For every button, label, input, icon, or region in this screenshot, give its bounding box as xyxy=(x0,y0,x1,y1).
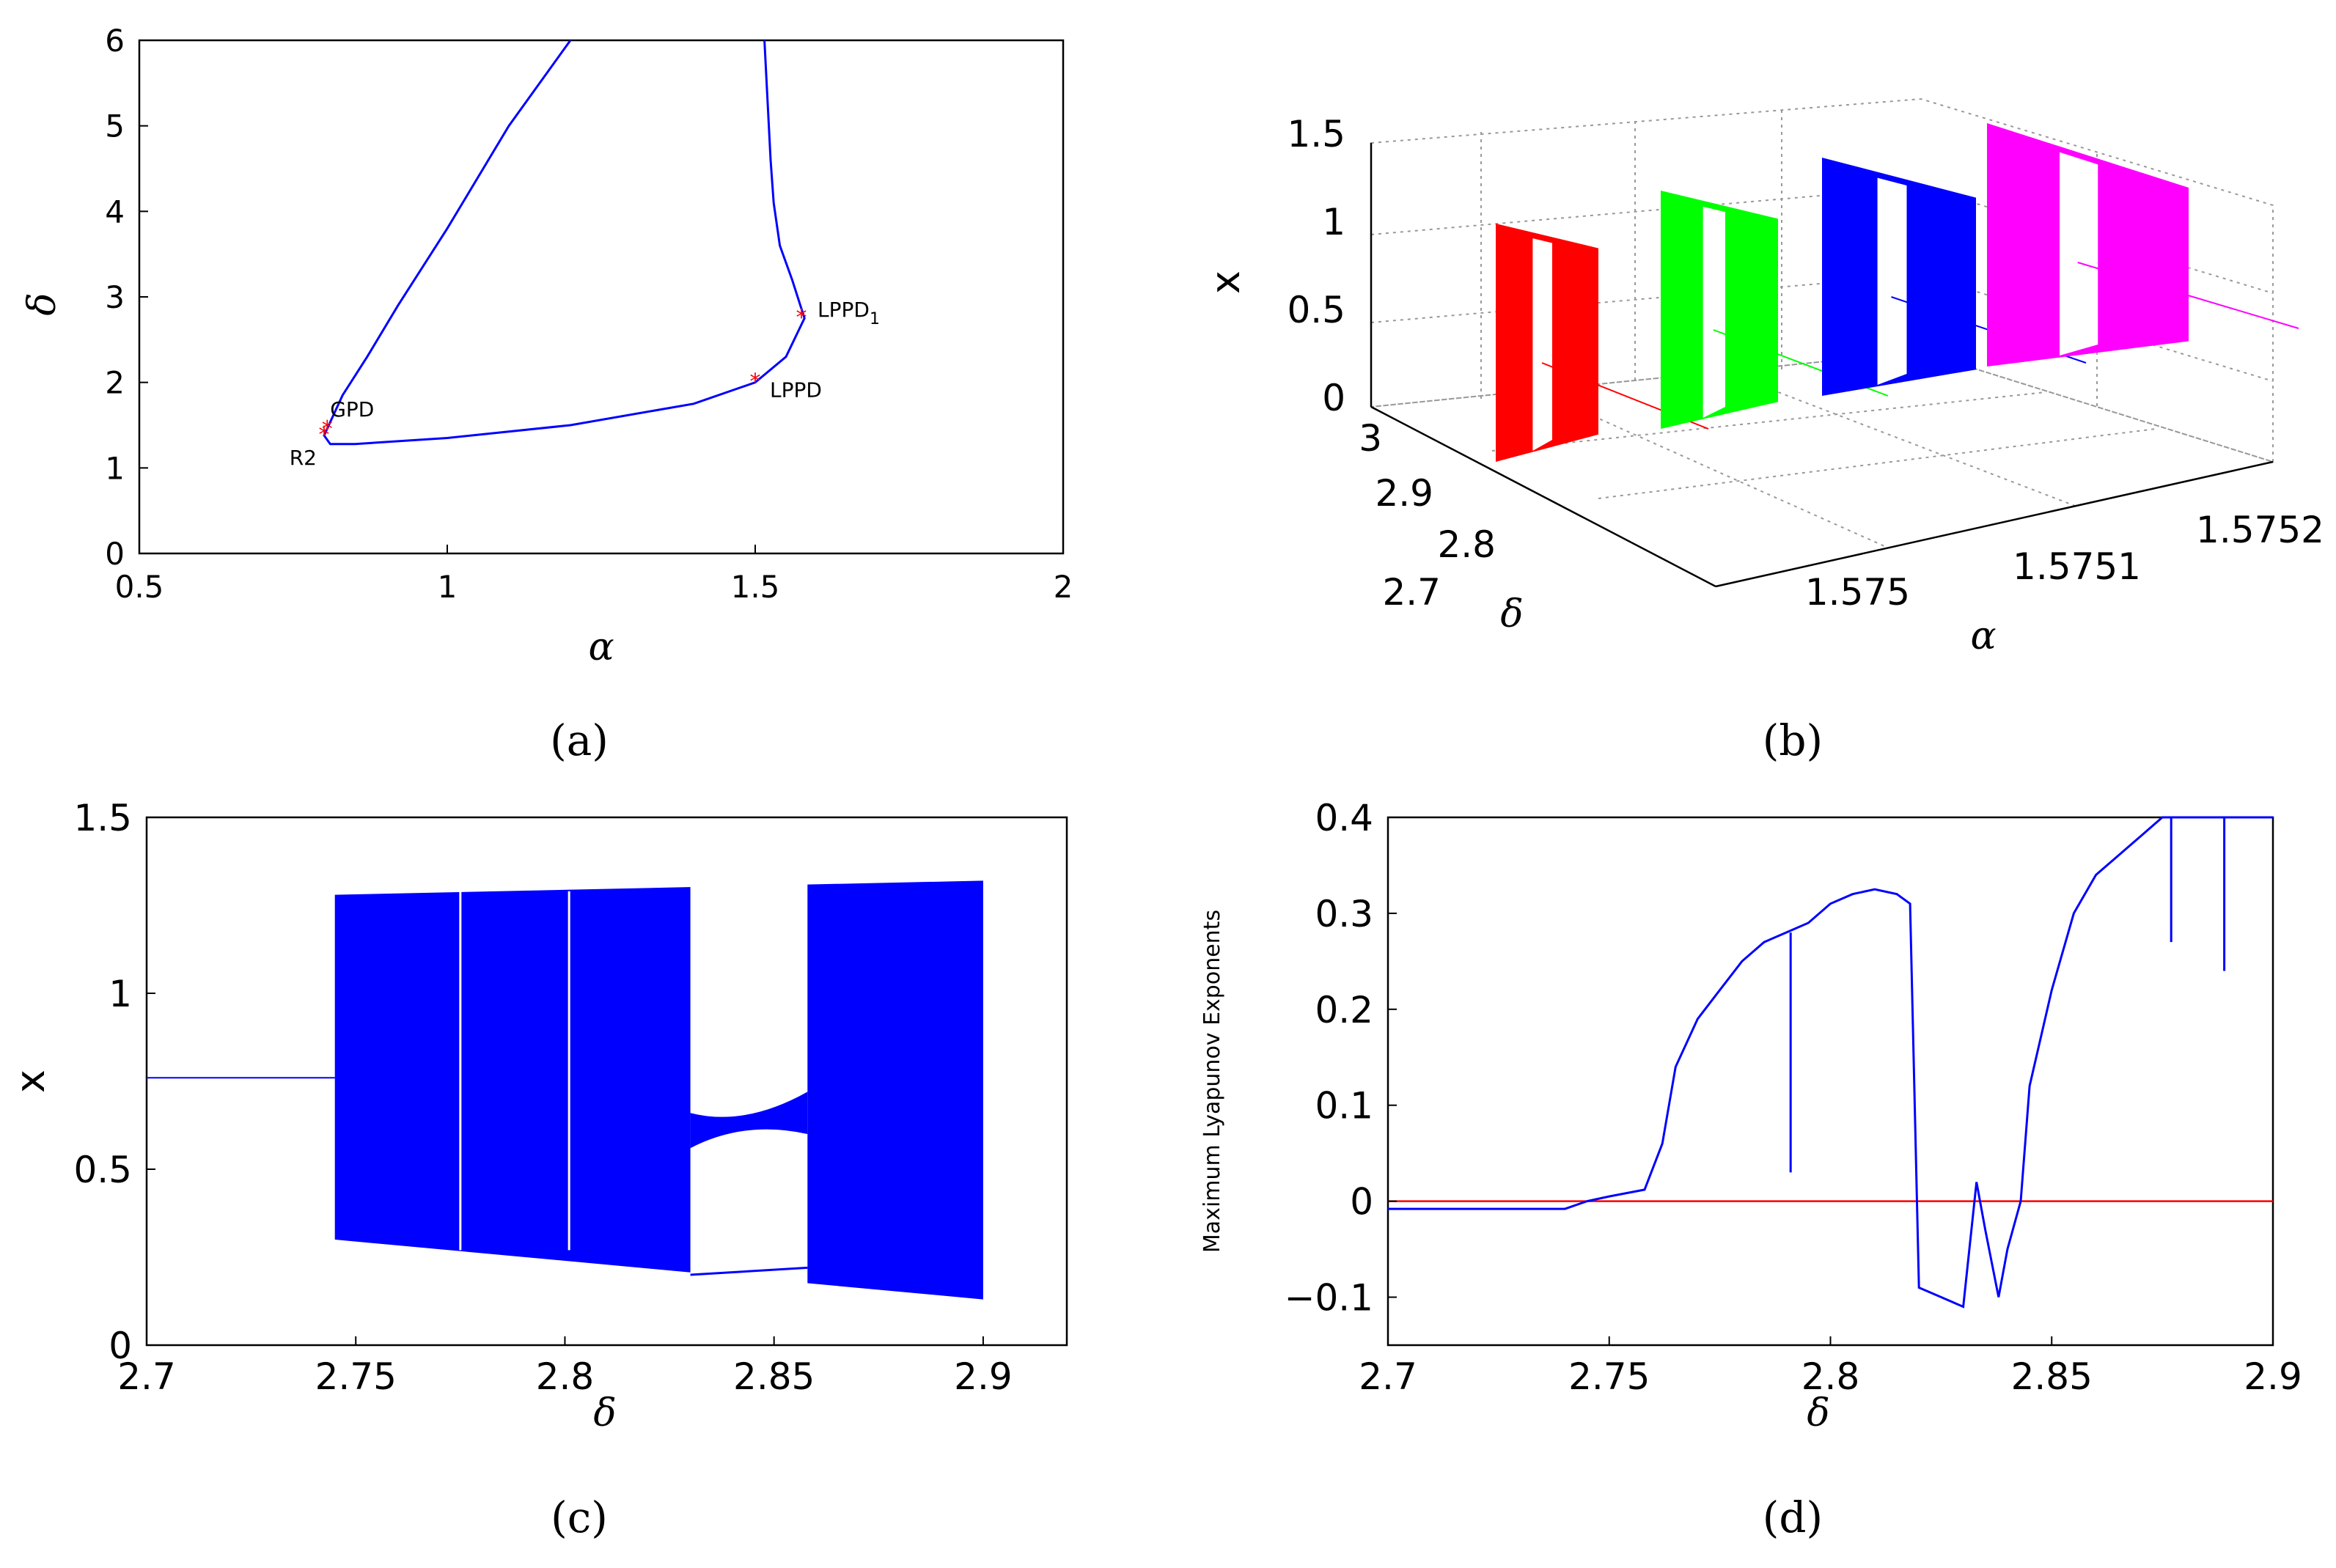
panel-c-ylabel: x xyxy=(7,1070,54,1093)
panel-a-curve xyxy=(323,40,806,446)
panel-b-ytick-label: 2.8 xyxy=(1437,523,1496,566)
panel-c-caption: (c) xyxy=(551,1492,608,1542)
panel-c-xtick-label: 2.7 xyxy=(117,1355,176,1398)
panel-a-point-marker: * xyxy=(319,422,330,448)
panel-a-point-marker: * xyxy=(796,305,807,331)
panel-d-mle-curve xyxy=(1388,816,2273,1308)
panel-d: 2.7 2.75 2.8 2.85 2.9 −0.1 0 0.1 0.2 0.3 0.4 Maxim… xyxy=(1200,797,2302,1542)
panel-d-ytick-label: 0.4 xyxy=(1315,797,1373,839)
panel-b-slice-4-tail xyxy=(2077,262,2299,329)
panel-c-plot xyxy=(147,880,983,1300)
panel-c-xtick-label: 2.85 xyxy=(733,1355,815,1398)
panel-b-ztick-label: 1 xyxy=(1322,201,1345,243)
panel-d-ytick-label: 0.3 xyxy=(1315,893,1373,935)
panel-c-ytick-label: 1 xyxy=(109,973,132,1015)
panel-d-caption: (d) xyxy=(1763,1492,1823,1542)
panel-d-ytick-label: 0 xyxy=(1350,1181,1373,1223)
panel-a-ytick-label: 3 xyxy=(105,279,125,315)
panel-a-ylabel: δ xyxy=(21,292,65,315)
panel-b-xtick-label: 1.5752 xyxy=(2196,509,2324,551)
panel-b-axis-alpha xyxy=(1715,460,2274,588)
panel-a-point-label: LPPD1 xyxy=(818,298,880,328)
panel-c-period-branch-lower xyxy=(690,1266,808,1276)
panel-a-xtick-label: 1 xyxy=(438,569,458,605)
panel-a-point-label: LPPD xyxy=(770,378,822,402)
panel-d-frame xyxy=(1386,816,2274,1347)
panel-b-xtick-label: 1.575 xyxy=(1805,571,1910,614)
panel-d-ticks: 2.7 2.75 2.8 2.85 2.9 −0.1 0 0.1 0.2 0.3 0.4 xyxy=(1285,797,2302,1398)
panel-b-ztick-label: 0 xyxy=(1322,377,1345,419)
panel-a-ytick-label: 5 xyxy=(105,108,125,144)
panel-c-xtick-label: 2.8 xyxy=(536,1355,595,1398)
panel-b-ticks: 0 0.5 1 1.5 2.7 2.82.9 3 1.575 1.5751 1.5752 xyxy=(1287,113,2324,614)
panel-b-zlabel: δ xyxy=(1500,592,1523,636)
panel-c-ytick-label: 0.5 xyxy=(73,1149,132,1191)
panel-b-slice-3-window xyxy=(1877,177,1907,385)
panel-b-xtick-label: 1.5751 xyxy=(2013,545,2141,588)
panel-b-ztick-label: 0.5 xyxy=(1287,289,1345,331)
panel-a-point-label: R2 xyxy=(290,446,317,470)
panel-c-xlabel: δ xyxy=(593,1391,616,1435)
panel-b-slices xyxy=(1496,123,2299,462)
panel-b-axis-delta xyxy=(1370,405,1716,588)
panel-d-xlabel: δ xyxy=(1807,1391,1829,1435)
panel-a-xlabel: α xyxy=(588,625,614,669)
panel-b-ytick-label: 2.7 xyxy=(1382,571,1441,614)
panel-a-ytick-label: 1 xyxy=(105,450,125,486)
panel-a-caption: (a) xyxy=(550,715,609,765)
panel-c-xtick-label: 2.75 xyxy=(315,1355,397,1398)
panel-b-slice-4-window xyxy=(2060,152,2098,356)
panel-c-ytick-label: 0 xyxy=(109,1325,132,1367)
panel-c-periodic-window xyxy=(690,883,808,1285)
panel-b-floor-1 xyxy=(1491,391,2046,452)
panel-c-xtick-label: 2.9 xyxy=(954,1355,1013,1398)
panel-d-ytick-label: 0.2 xyxy=(1315,989,1373,1031)
panel-a-ticks: 0.5 1 1.5 2 0 1 2 3 4 5 6 xyxy=(105,23,1073,605)
panel-c-period-branch-upper xyxy=(690,1092,808,1149)
panel-d-xtick-label: 2.9 xyxy=(2244,1355,2302,1398)
panel-b-ytick-label: 2.9 xyxy=(1375,472,1433,515)
panel-c-ticks: 2.7 2.75 2.8 2.85 2.9 0 0.5 1 1.5 xyxy=(73,797,1012,1398)
panel-b-caption: (b) xyxy=(1763,715,1823,765)
panel-d-ylabel: Maximum Lyapunov Exponents xyxy=(1200,910,1225,1253)
panel-a-point-marker: * xyxy=(322,416,333,442)
panel-a-ytick-label: 0 xyxy=(105,536,125,572)
panel-a-xtick-label: 1.5 xyxy=(731,569,780,605)
panel-d-ytick-label: 0.1 xyxy=(1315,1085,1373,1127)
panel-a-point-marker: * xyxy=(750,369,761,395)
panel-d-xtick-label: 2.85 xyxy=(2011,1355,2093,1398)
panel-d-plot xyxy=(1388,816,2273,1308)
panel-c-frame xyxy=(145,816,1068,1347)
panel-d-ytick-label: −0.1 xyxy=(1285,1277,1373,1319)
panel-b-floor-2 xyxy=(1598,428,2156,499)
panel-b-slice-2-window xyxy=(1703,206,1725,418)
panel-c: 2.7 2.75 2.8 2.85 2.9 0 0.5 1 1.5 x δ (c) xyxy=(7,797,1068,1542)
panel-c-ytick-label: 1.5 xyxy=(73,797,132,839)
panel-c-chaotic-band xyxy=(334,880,983,1300)
panel-a-xtick-label: 2 xyxy=(1054,569,1073,605)
panel-d-xtick-label: 2.8 xyxy=(1801,1355,1860,1398)
panel-b-slice-1-window xyxy=(1532,238,1552,451)
panel-a-frame xyxy=(138,39,1065,555)
panel-a-xtick-label: 0.5 xyxy=(115,569,164,605)
panel-a-ytick-label: 6 xyxy=(105,23,125,59)
panel-b-ylabel: x xyxy=(1202,270,1249,294)
panel-a-ytick-label: 4 xyxy=(105,194,125,229)
panel-a-ytick-label: 2 xyxy=(105,365,125,401)
panel-d-xtick-label: 2.7 xyxy=(1359,1355,1417,1398)
panel-a-point-label: GPD xyxy=(330,397,374,422)
panel-b-ytick-label: 3 xyxy=(1359,417,1382,460)
panel-b-ztick-label: 1.5 xyxy=(1287,113,1345,155)
panel-a-points: *GPD*R2* LPPD* LPPD1 xyxy=(290,298,880,470)
panel-b-floor-4 xyxy=(1730,373,2076,507)
panel-b-xlabel: α xyxy=(1970,614,1996,658)
panel-d-xtick-label: 2.75 xyxy=(1568,1355,1650,1398)
